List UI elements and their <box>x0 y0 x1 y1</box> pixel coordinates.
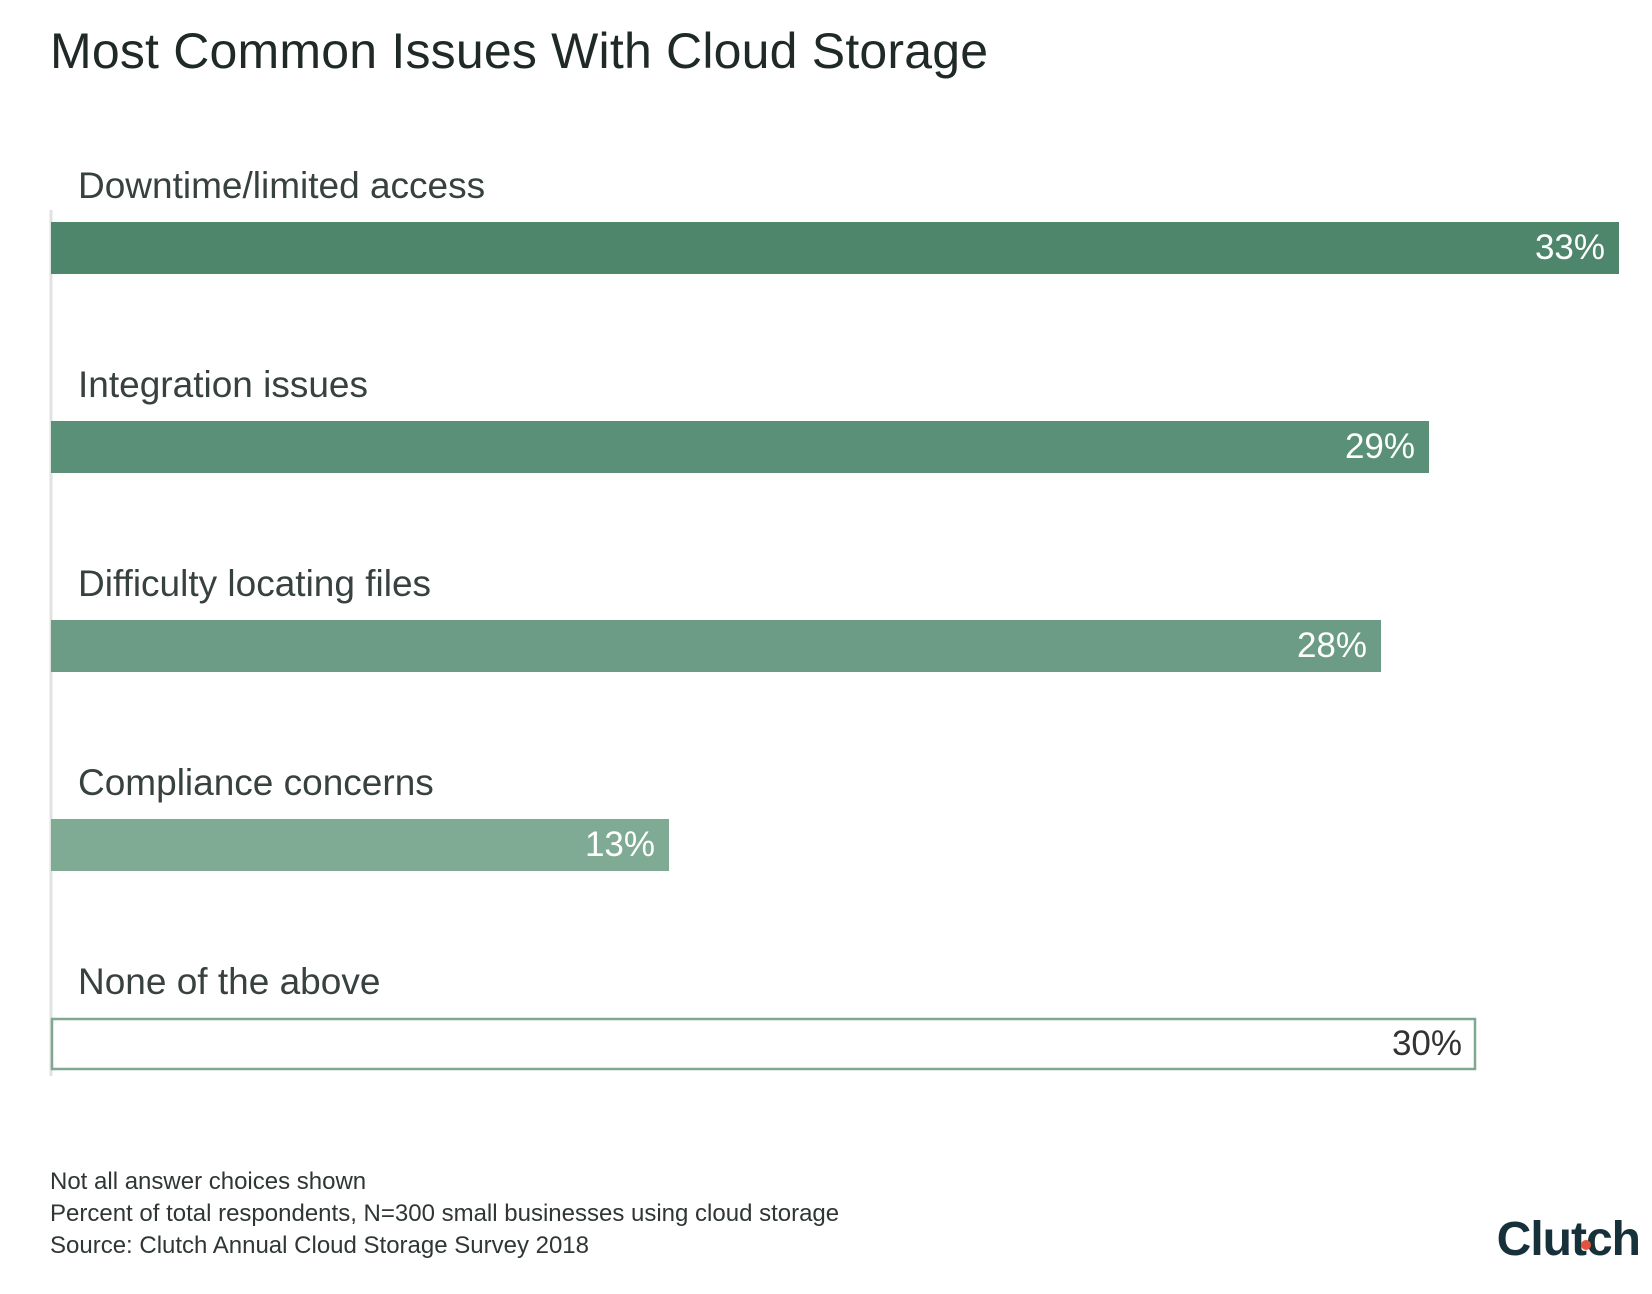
category-label: Compliance concerns <box>78 762 434 803</box>
bar <box>51 819 669 871</box>
bar <box>51 222 1619 274</box>
bar <box>51 620 1381 672</box>
footnote-source: Source: Clutch Annual Cloud Storage Surv… <box>50 1232 590 1259</box>
category-label: Downtime/limited access <box>78 165 485 206</box>
value-label: 33% <box>1535 228 1605 267</box>
value-label: 13% <box>585 825 655 864</box>
chart-title: Most Common Issues With Cloud Storage <box>50 23 989 79</box>
bar-chart: Downtime/limited access 33% Integration is… <box>49 165 1619 1076</box>
value-label: 28% <box>1297 626 1367 665</box>
logo-dot <box>1581 1240 1591 1250</box>
footnotes: Not all answer choices shown Percent of … <box>50 1166 839 1262</box>
clutch-logo: Clutch <box>1496 1212 1641 1267</box>
value-label: 29% <box>1345 427 1415 466</box>
bar <box>50 1017 1477 1071</box>
footnote-respondents: Percent of total respondents, N=300 smal… <box>50 1200 840 1227</box>
clutch-logo-text: Clutch <box>1496 1213 1641 1266</box>
value-label: 30% <box>1392 1024 1462 1063</box>
footnote-answer-choices: Not all answer choices shown <box>50 1168 367 1195</box>
category-label: Integration issues <box>78 364 368 405</box>
category-label: Difficulty locating files <box>78 563 431 604</box>
category-label: None of the above <box>78 961 380 1002</box>
bar <box>51 421 1429 473</box>
